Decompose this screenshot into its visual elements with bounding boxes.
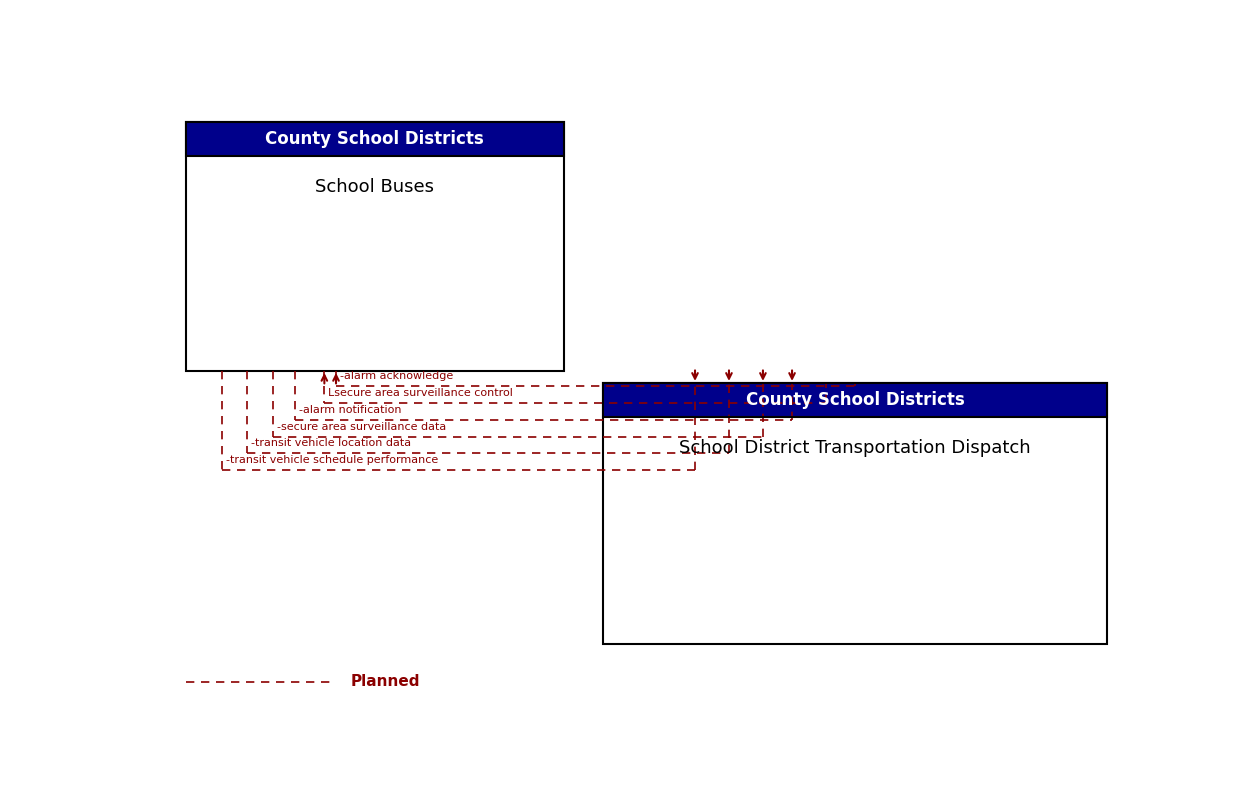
Text: School District Transportation Dispatch: School District Transportation Dispatch — [680, 439, 1030, 457]
Text: Lsecure area surveillance control: Lsecure area surveillance control — [328, 388, 513, 398]
Text: County School Districts: County School Districts — [746, 391, 964, 410]
Text: -transit vehicle schedule performance: -transit vehicle schedule performance — [227, 455, 438, 465]
Text: Planned: Planned — [351, 675, 421, 689]
Text: -transit vehicle location data: -transit vehicle location data — [250, 439, 411, 448]
Bar — [185, 122, 563, 371]
Bar — [185, 122, 563, 156]
Bar — [602, 383, 1107, 418]
Text: County School Districts: County School Districts — [265, 130, 485, 148]
Text: -alarm notification: -alarm notification — [299, 405, 402, 415]
Bar — [185, 122, 563, 156]
Bar — [602, 383, 1107, 645]
Text: -secure area surveillance data: -secure area surveillance data — [277, 422, 446, 431]
Text: School Buses: School Buses — [316, 178, 434, 196]
Text: -alarm acknowledge: -alarm acknowledge — [339, 372, 453, 381]
Bar — [602, 383, 1107, 418]
